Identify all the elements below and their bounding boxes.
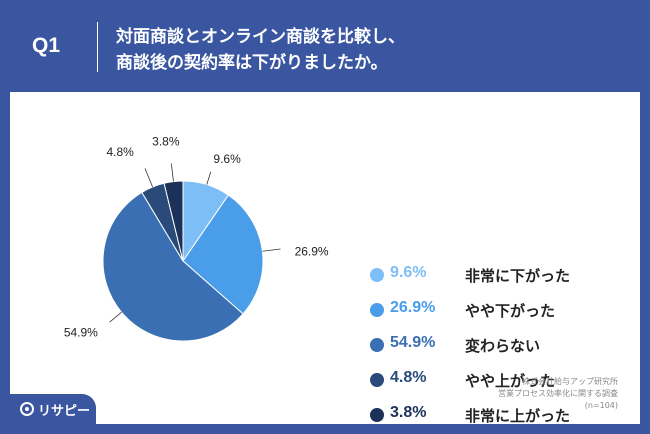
pie-chart: 9.6% 26.9% 54.9% 4.8% 3.8% (64, 134, 329, 342)
chart-card: 9.6% 26.9% 54.9% 4.8% 3.8% 9.6% 非常に下がった 26.9% や… (10, 92, 640, 425)
pie-data-label: 54.9% (64, 326, 98, 340)
pie-slice (182, 194, 264, 315)
logo-icon (20, 402, 34, 416)
pie-data-label: 9.6% (213, 152, 241, 166)
legend-value: 4.8% (390, 369, 427, 386)
source-note: 株式会社給与アップ研究所 営業プロセス効率化に関する調査 (n=104) (498, 376, 618, 412)
question-number: Q1 (32, 34, 61, 57)
legend-label: 非常に上がった (465, 407, 571, 425)
pie-slice (163, 180, 184, 262)
source-survey: 営業プロセス効率化に関する調査 (498, 389, 618, 398)
legend-label: やや上がった (465, 372, 556, 390)
legend-color-dot (370, 338, 384, 352)
pie-leader-line (170, 163, 174, 182)
header: Q1 対面商談とオンライン商談を比較し、 商談後の契約率は下がりましたか。 (0, 0, 650, 92)
legend-color-dot (370, 373, 384, 387)
pie-leader-line (262, 248, 281, 252)
legend-value: 26.9% (390, 299, 436, 316)
logo-text: リサピー (38, 404, 91, 419)
legend-color-dot (370, 303, 384, 317)
header-divider (97, 22, 98, 72)
brand-logo: リサピー (10, 394, 96, 424)
legend-value: 3.8% (390, 404, 427, 421)
legend-value: 54.9% (390, 334, 436, 351)
pie-leader-line (144, 168, 153, 188)
legend-label: 非常に下がった (465, 267, 571, 285)
question-text-line1: 対面商談とオンライン商談を比較し、 (116, 27, 405, 47)
source-sample-size: (n=104) (584, 401, 618, 410)
question-text-line2: 商談後の契約率は下がりましたか。 (116, 53, 388, 73)
legend-color-dot (370, 268, 384, 282)
legend-value: 9.6% (390, 264, 427, 281)
legend-label: 変わらない (465, 337, 541, 355)
pie-data-label: 3.8% (152, 134, 180, 148)
pie-data-label: 26.9% (295, 245, 329, 259)
pie-leader-line (206, 171, 212, 185)
pie-leader-line (109, 311, 122, 323)
legend-color-dot (370, 408, 384, 422)
source-company: 株式会社給与アップ研究所 (522, 377, 618, 386)
legend-label: やや下がった (465, 302, 556, 320)
pie-data-label: 4.8% (106, 145, 134, 159)
